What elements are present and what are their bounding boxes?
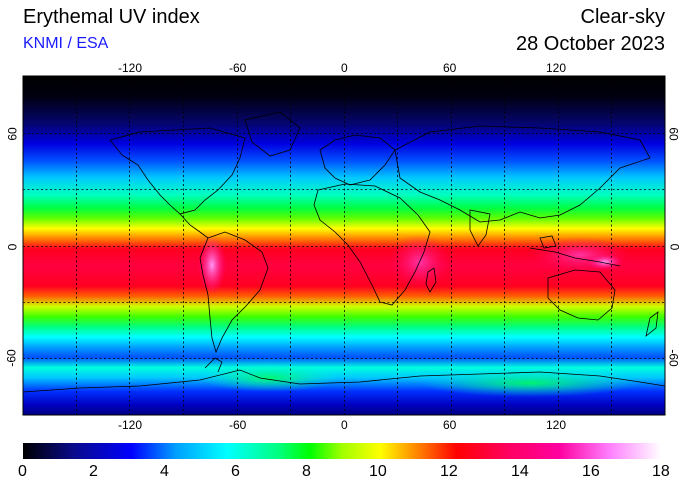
colorbar-label-18: 18 [652, 463, 670, 480]
coastlines [23, 111, 665, 393]
credit-label: KNMI / ESA [23, 35, 109, 52]
colorbar-label-14: 14 [511, 463, 529, 480]
pacific-hotspot [587, 254, 623, 270]
lon-tick-bottom-4: 60 [443, 418, 457, 432]
lon-tick-bottom-1: -120 [118, 418, 143, 432]
colorbar-label-10: 10 [369, 463, 387, 480]
lon-tick-top-3: 0 [341, 61, 348, 75]
colorbar [23, 443, 661, 459]
colorbar-label-2: 2 [89, 463, 98, 480]
colorbar-label-0: 0 [18, 463, 27, 480]
lon-tick-top-1: -120 [118, 61, 143, 75]
lat-tick-right-1: 60 [666, 127, 681, 141]
colorbar-label-16: 16 [582, 463, 600, 480]
lon-tick-bottom-3: 0 [341, 418, 348, 432]
andes-hotspot [198, 235, 226, 295]
lon-tick-top-2: -60 [229, 61, 247, 75]
lat-tick-left-3: -60 [4, 349, 19, 367]
lon-tick-bottom-5: 120 [546, 418, 567, 432]
colorbar-label-8: 8 [302, 463, 311, 480]
lon-tick-top-4: 60 [443, 61, 457, 75]
lat-tick-right-2: 0 [667, 243, 682, 251]
lat-tick-left-1: 60 [5, 127, 20, 141]
colorbar-label-4: 4 [160, 463, 169, 480]
africa-hotspot [390, 234, 450, 290]
lon-tick-top-5: 120 [546, 61, 567, 75]
map-title: Erythemal UV index [23, 6, 200, 28]
antarctica-green-east [420, 369, 640, 397]
colorbar-label-6: 6 [231, 463, 240, 480]
map-gridlines [23, 76, 665, 415]
lat-tick-left-2: 0 [5, 243, 20, 251]
lat-tick-right-3: -60 [666, 349, 681, 367]
colorbar-label-12: 12 [440, 463, 458, 480]
antarctica-green [200, 364, 340, 392]
mode-label: Clear-sky [580, 6, 665, 28]
date-label: 28 October 2023 [516, 33, 665, 55]
lon-tick-bottom-2: -60 [229, 418, 247, 432]
map-frame [22, 75, 666, 416]
